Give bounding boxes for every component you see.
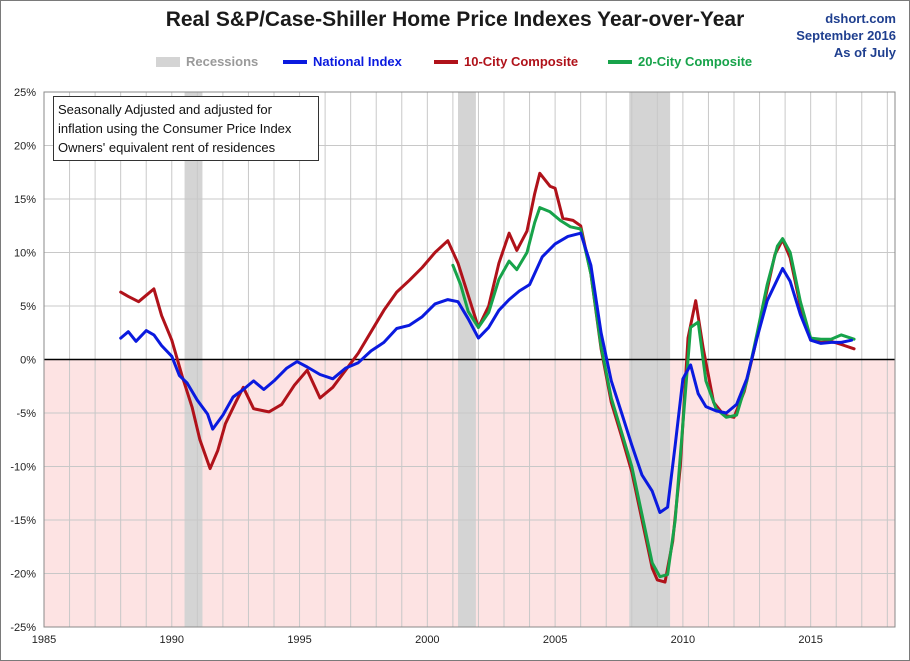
x-tick-label: 1985 — [32, 634, 56, 646]
tick-label-layer: 25% 20% 15% 10% 5% 0% -5% -10% -15% -20% -25%1985 1… — [10, 87, 823, 646]
y-tick-label: 0% — [20, 355, 36, 367]
source-date: September 2016 — [796, 28, 896, 43]
y-tick-label: -5% — [16, 408, 36, 420]
x-tick-label: 2000 — [415, 634, 439, 646]
y-tick-label: 25% — [14, 87, 36, 99]
x-tick-label: 1990 — [160, 634, 184, 646]
legend-swatch-national — [283, 60, 307, 64]
x-tick-label: 2010 — [671, 634, 695, 646]
series-layer — [119, 171, 856, 584]
plot-frame — [43, 91, 896, 628]
annotation-line-3: Owners' equivalent rent of residences — [58, 140, 276, 155]
y-tick-label: -15% — [10, 515, 36, 527]
x-tick-label: 2005 — [543, 634, 567, 646]
chart-title: Real S&P/Case-Shiller Home Price Indexes… — [165, 8, 745, 31]
source-site: dshort.com — [825, 11, 896, 26]
plot-frame-layer — [43, 91, 896, 628]
annotation-box: Seasonally Adjusted and adjusted for inf… — [53, 96, 319, 161]
annotation-line-1: Seasonally Adjusted and adjusted for — [58, 102, 272, 117]
y-tick-label: 10% — [14, 248, 36, 260]
legend-swatch-20-city — [608, 60, 632, 64]
y-tick-label: 5% — [20, 301, 36, 313]
series-line-national-index — [119, 231, 854, 514]
legend-swatch-recessions — [156, 57, 180, 67]
source-as-of: As of July — [833, 45, 896, 60]
y-tick-label: 20% — [14, 141, 36, 153]
source-block: dshort.com September 2016 As of July — [796, 10, 896, 61]
legend-label-20-city: 20-City Composite — [638, 54, 753, 69]
y-tick-label: 15% — [14, 194, 36, 206]
y-tick-label: -25% — [10, 622, 36, 634]
legend-label-10-city: 10-City Composite — [464, 54, 579, 69]
chart-legend: Recessions National Index 10-City Compos… — [0, 54, 910, 72]
legend-swatch-10-city — [434, 60, 458, 64]
x-tick-label: 2015 — [798, 634, 822, 646]
y-tick-label: -20% — [10, 569, 36, 581]
legend-label-recessions: Recessions — [186, 54, 259, 69]
series-line-20-city-composite — [451, 206, 856, 579]
x-tick-label: 1995 — [287, 634, 311, 646]
y-tick-label: -10% — [10, 462, 36, 474]
annotation-line-2: inflation using the Consumer Price Index — [58, 121, 292, 136]
legend-label-national: National Index — [313, 54, 402, 69]
